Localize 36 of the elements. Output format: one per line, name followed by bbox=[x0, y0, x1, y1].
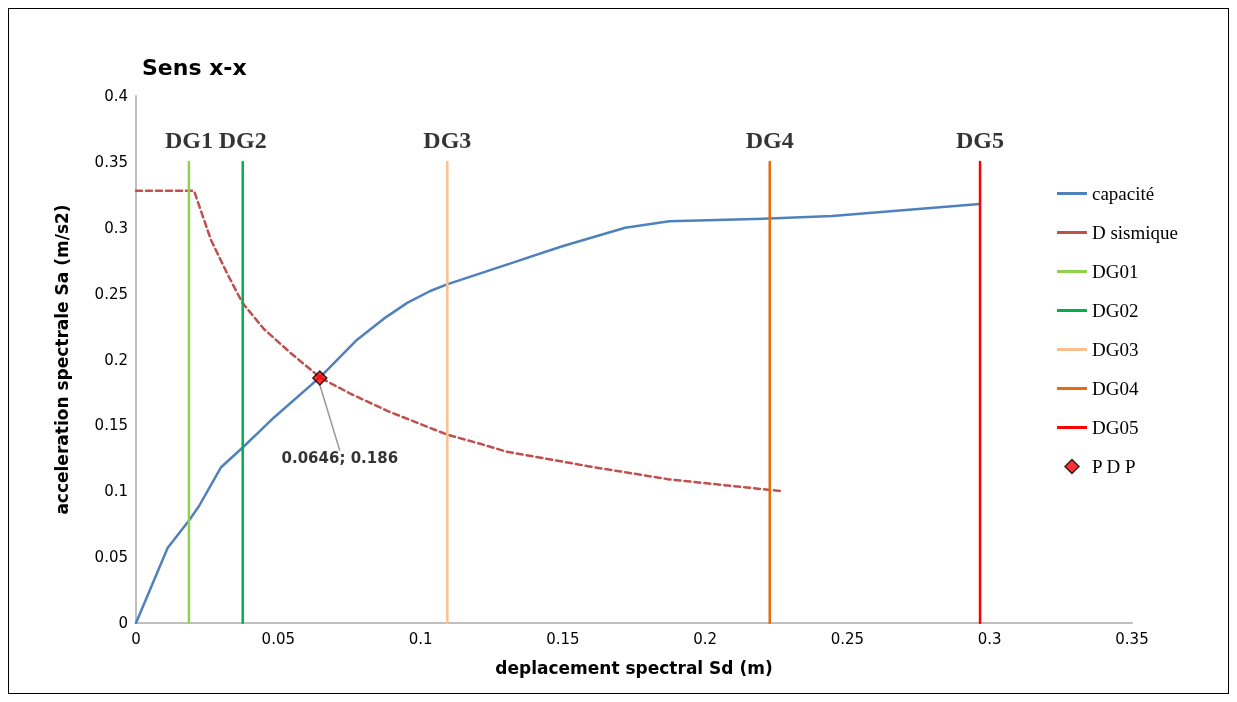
x-tick-label: 0.1 bbox=[408, 629, 433, 648]
x-tick-label: 0.25 bbox=[830, 629, 865, 648]
x-axis-title: deplacement spectral Sd (m) bbox=[495, 657, 773, 678]
annotation: DG4 bbox=[745, 126, 794, 153]
y-tick-label: 0 bbox=[118, 614, 128, 632]
legend-label: DG04 bbox=[1091, 378, 1139, 399]
y-tick-label: 0.05 bbox=[94, 548, 128, 567]
y-axis-title: acceleration spectrale Sa (m/s2) bbox=[51, 204, 72, 515]
x-tick-label: 0 bbox=[131, 629, 141, 648]
y-tick-label: 0.4 bbox=[104, 87, 128, 105]
y-tick-label: 0.25 bbox=[94, 284, 128, 303]
y-tick-label: 0.35 bbox=[94, 152, 128, 171]
chart-title: Sens x-x bbox=[142, 54, 247, 80]
legend-label: D sismique bbox=[1091, 222, 1178, 243]
y-tick-label: 0.3 bbox=[104, 218, 128, 237]
x-tick-label: 0.05 bbox=[261, 629, 295, 648]
line-series bbox=[134, 189, 784, 493]
legend-label: DG03 bbox=[1091, 339, 1139, 360]
annotation: DG1 bbox=[164, 126, 213, 153]
data-label: 0.0646; 0.186 bbox=[281, 449, 399, 468]
x-tick-label: 0.15 bbox=[546, 629, 580, 648]
x-tick-label: 0.3 bbox=[977, 629, 1002, 648]
legend-label: capacité bbox=[1091, 183, 1155, 204]
legend-label: DG02 bbox=[1091, 300, 1139, 321]
annotation: DG5 bbox=[956, 126, 1005, 153]
x-tick-label: 0.35 bbox=[1115, 629, 1149, 648]
legend-label: DG01 bbox=[1091, 261, 1139, 282]
annotation: DG3 bbox=[423, 126, 472, 153]
legend-label: P D P bbox=[1091, 456, 1136, 477]
annotation: DG2 bbox=[218, 126, 267, 153]
y-tick-label: 0.1 bbox=[104, 482, 128, 501]
legend-label: DG05 bbox=[1091, 417, 1139, 438]
y-tick-label: 0.15 bbox=[94, 416, 128, 435]
y-tick-label: 0.2 bbox=[104, 350, 128, 369]
x-tick-label: 0.2 bbox=[693, 629, 718, 648]
line-series bbox=[134, 202, 981, 625]
